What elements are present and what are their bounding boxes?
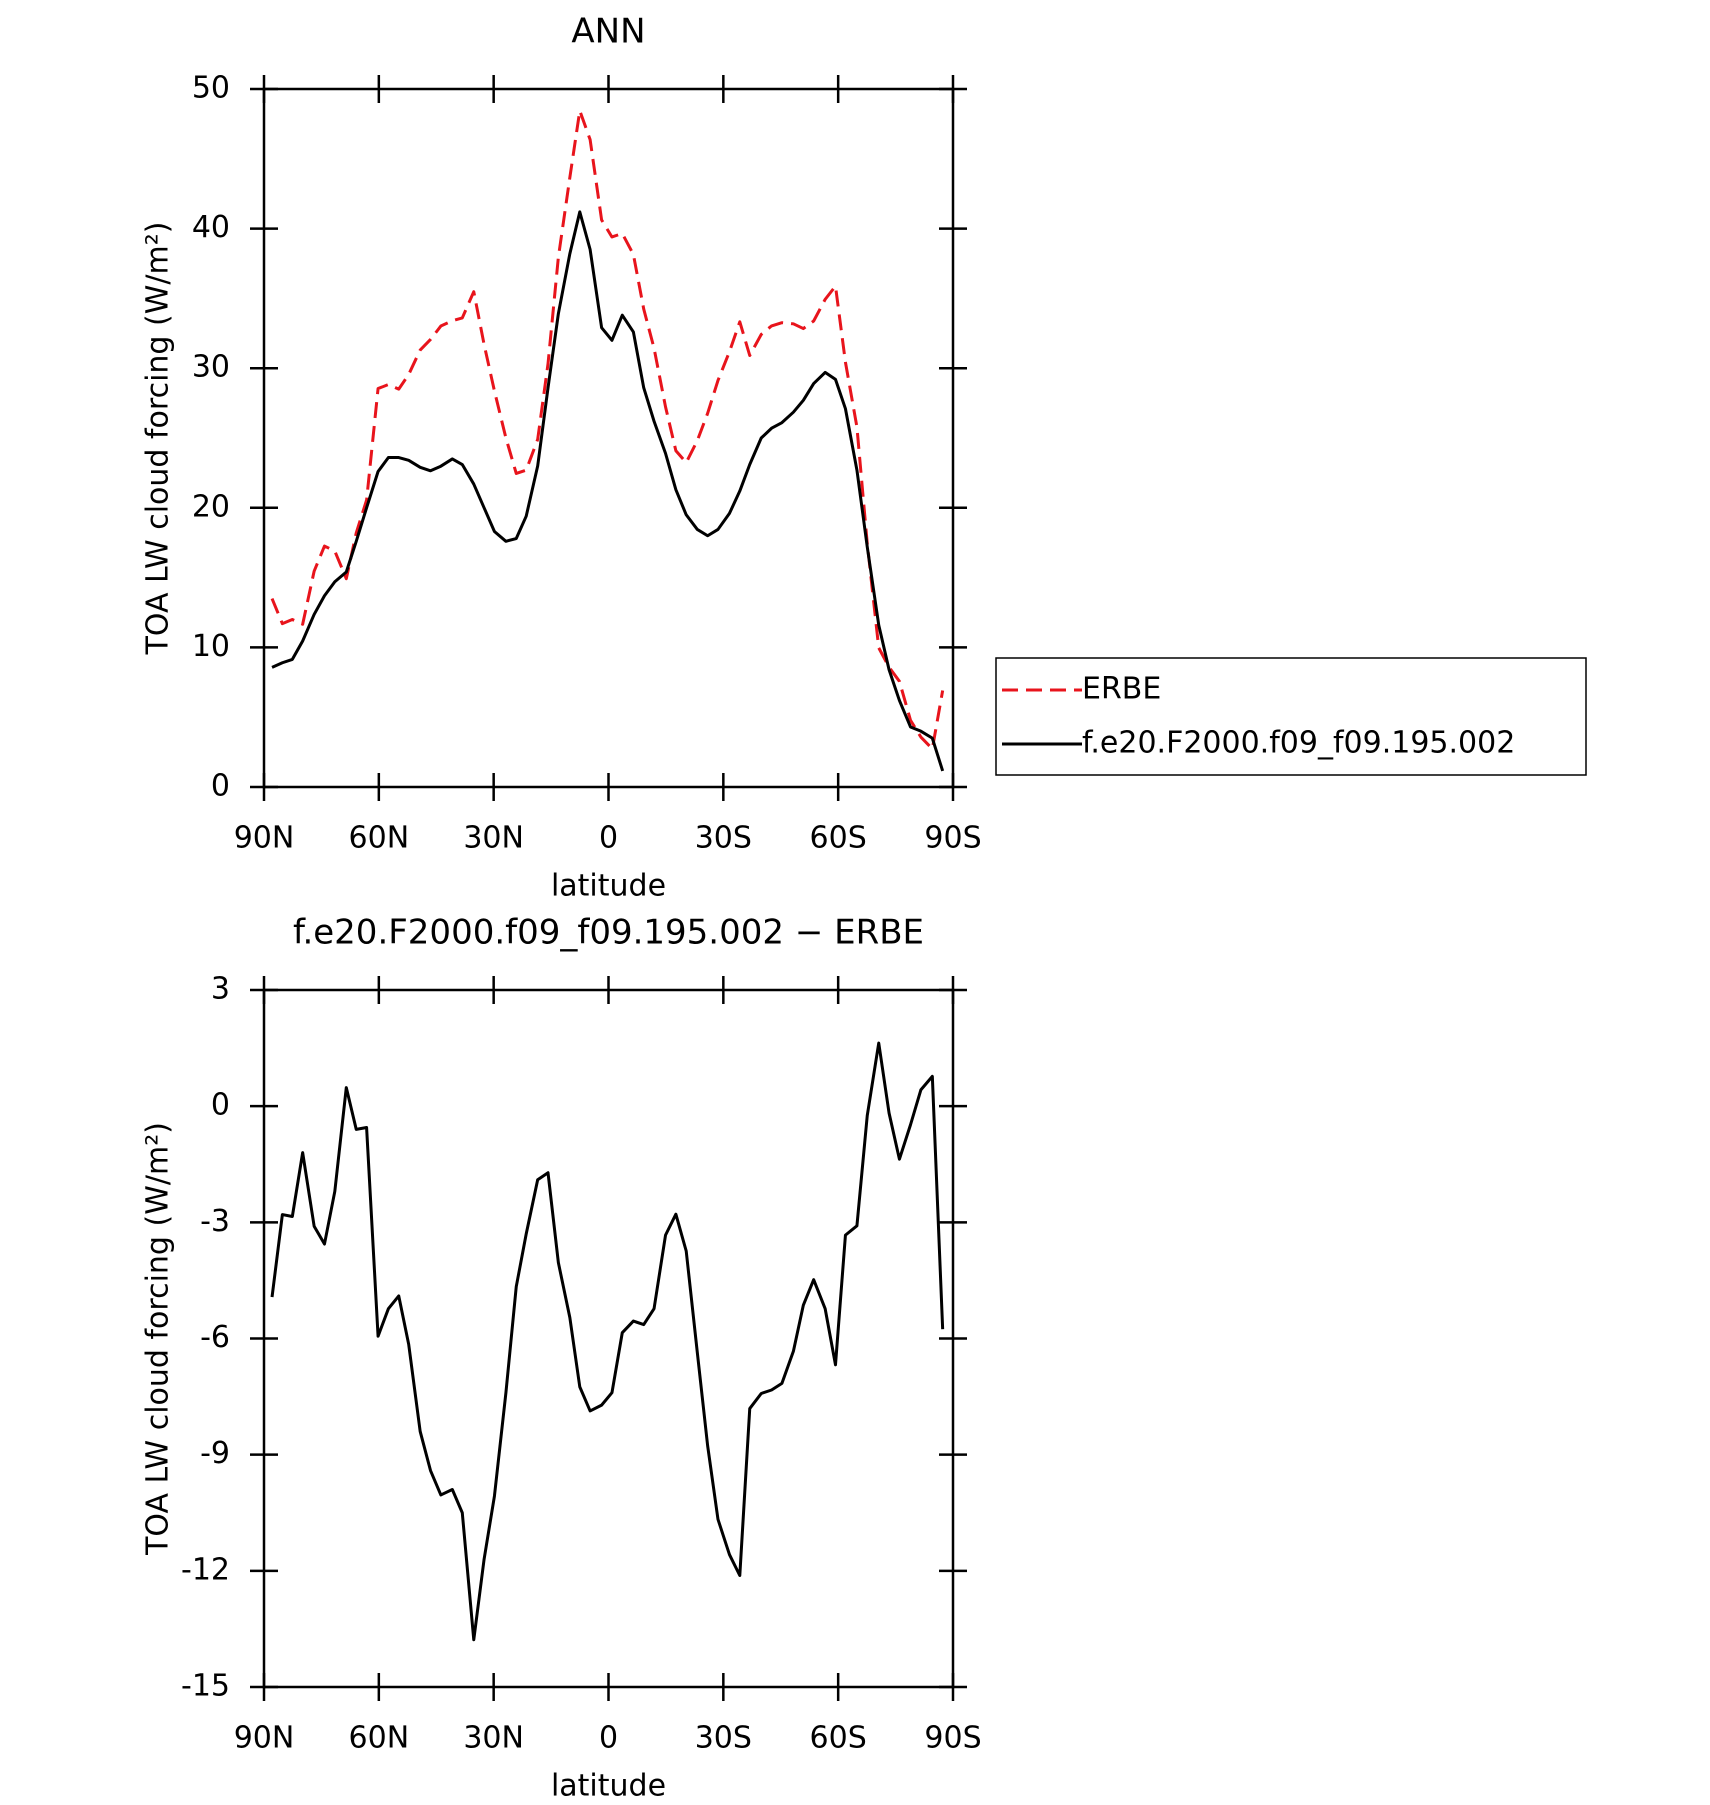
y-tick-label: 0 [211,769,230,804]
x-tick-label: 60N [349,821,410,856]
x-axis-label: latitude [551,1769,666,1804]
x-tick-label: 30N [463,1721,524,1756]
y-tick-label: 0 [211,1088,230,1123]
y-axis-label: TOA LW cloud forcing (W/m²) [141,222,176,656]
y-tick-label: 3 [211,972,230,1007]
x-tick-label: 0 [599,821,618,856]
data-line [270,1041,945,1642]
y-tick-label: -6 [200,1320,230,1355]
x-tick-label: 60S [810,821,867,856]
y-tick-label: -3 [200,1204,230,1239]
x-tick-label: 90S [924,1721,981,1756]
y-tick-label: 50 [192,71,230,106]
legend-box [995,657,1587,776]
x-tick-label: 90S [924,821,981,856]
legend: ERBE f.e20.F2000.f09_f09.195.002 [995,657,1587,776]
y-tick-label: 20 [192,489,230,524]
legend-label: f.e20.F2000.f09_f09.195.002 [1082,726,1515,761]
x-axis-label: latitude [551,869,666,904]
y-tick-label: 30 [192,350,230,385]
x-tick-label: 90N [234,821,295,856]
legend-label: ERBE [1082,672,1161,707]
x-tick-label: 30N [463,821,524,856]
chart-title: f.e20.F2000.f09_f09.195.002 − ERBE [293,913,924,953]
y-tick-label: -12 [181,1552,230,1587]
y-axis-label: TOA LW cloud forcing (W/m²) [141,1122,176,1556]
chart-title: ANN [571,12,645,52]
x-tick-label: 60N [349,1721,410,1756]
y-tick-label: 40 [192,210,230,245]
x-tick-label: 30S [695,821,752,856]
y-tick-label: -9 [200,1436,230,1471]
data-line [270,109,945,751]
plot-frame [262,988,955,1689]
x-tick-label: 60S [810,1721,867,1756]
x-tick-label: 90N [234,1721,295,1756]
data-line [271,210,945,772]
x-tick-label: 0 [599,1721,618,1756]
y-tick-label: 10 [192,629,230,664]
x-tick-label: 30S [695,1721,752,1756]
y-tick-label: -15 [181,1669,230,1704]
